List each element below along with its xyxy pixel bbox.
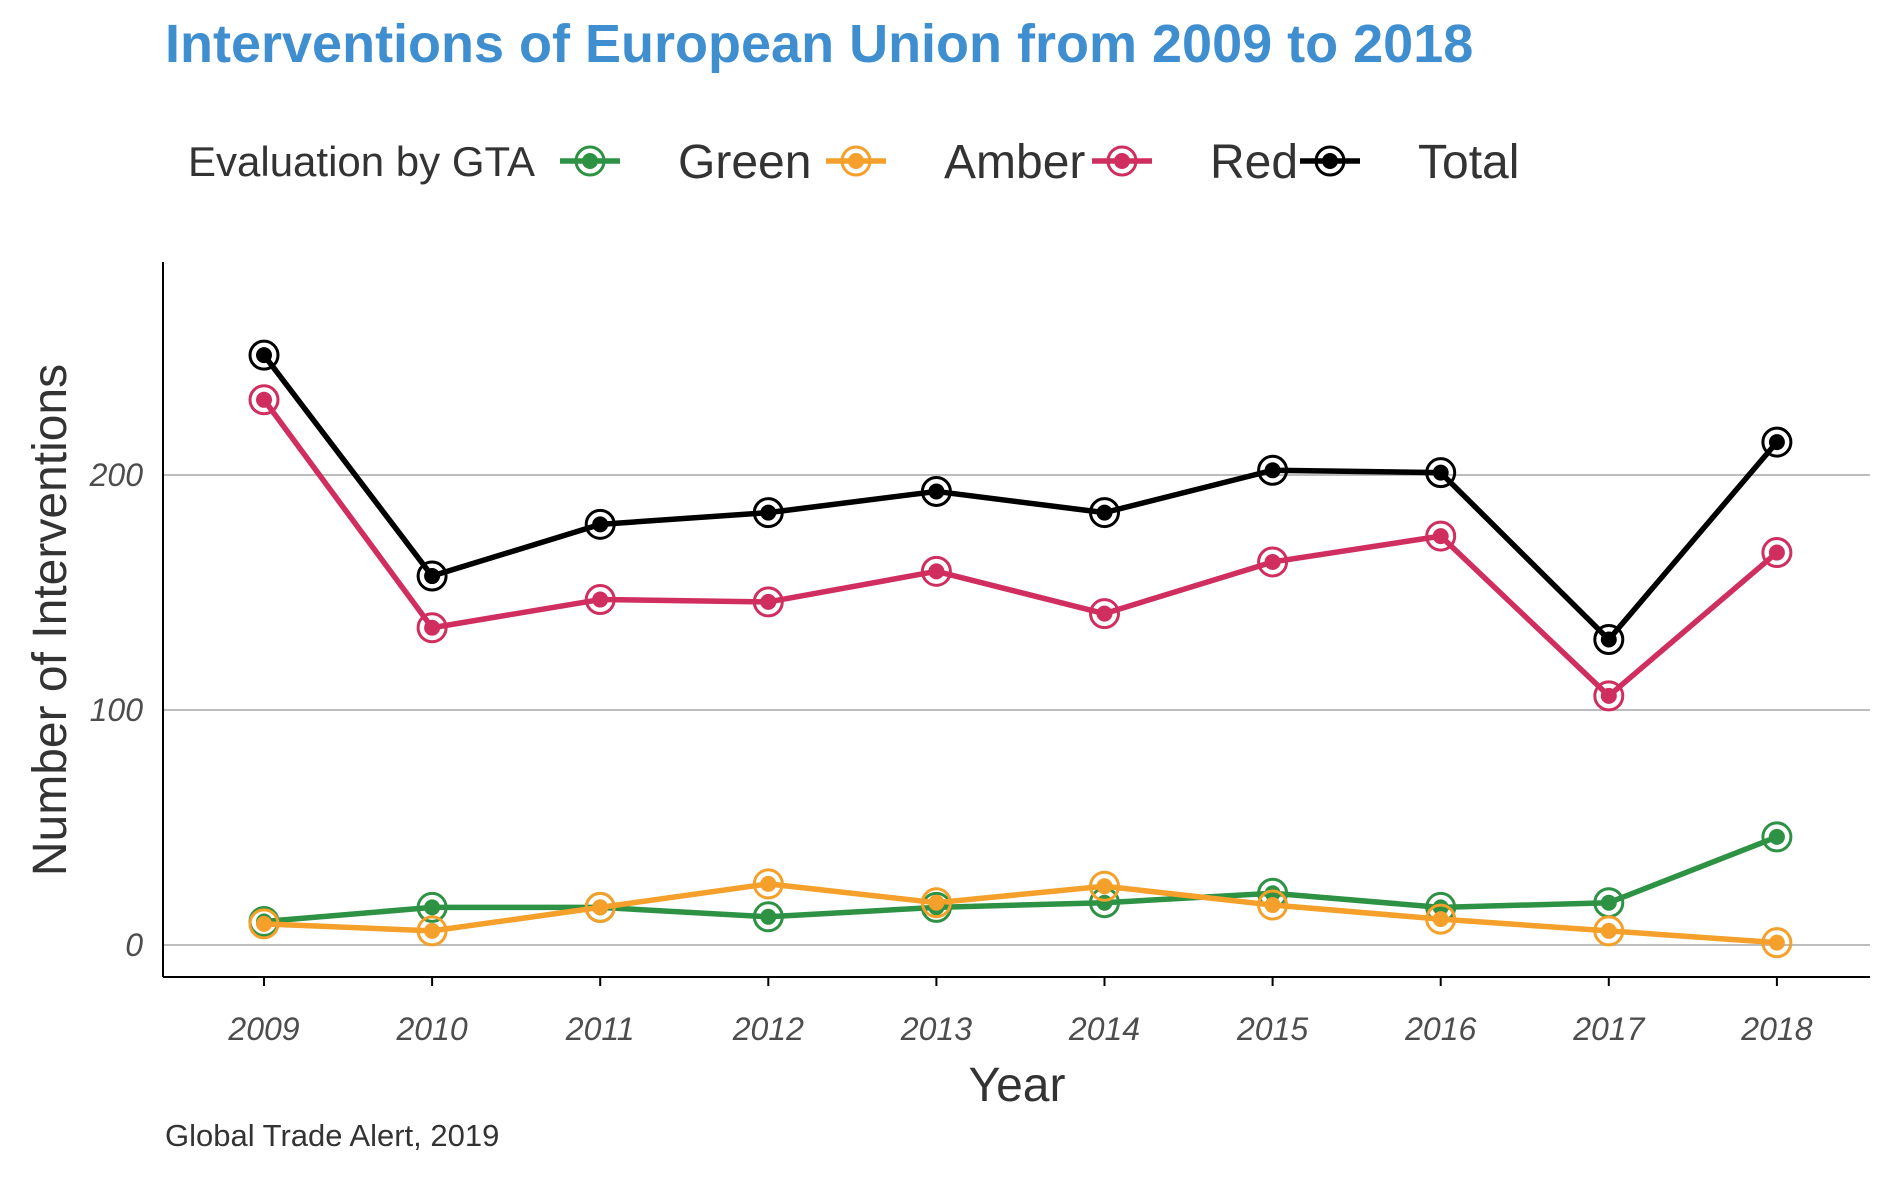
data-point-red xyxy=(248,384,280,416)
data-point-red xyxy=(752,586,784,618)
gridlines xyxy=(163,474,1870,946)
legend-key-marker xyxy=(1106,145,1138,177)
legend-key-marker xyxy=(1314,145,1346,177)
series-line-total xyxy=(261,353,1779,643)
data-point-total xyxy=(1761,426,1793,458)
y-tick-label: 200 xyxy=(89,457,144,493)
data-point-green xyxy=(416,891,448,923)
data-point-red xyxy=(1425,520,1457,552)
x-tick-label: 2009 xyxy=(227,1011,299,1047)
data-point-total xyxy=(1089,497,1120,529)
legend: Evaluation by GTA Green Amber Red Total xyxy=(188,136,1519,189)
chart-title: Interventions of European Union from 200… xyxy=(165,14,1473,74)
data-point-red xyxy=(1593,680,1625,712)
legend-label-red: Red xyxy=(1210,136,1298,189)
data-point-red xyxy=(1761,537,1793,569)
y-tick-label: 0 xyxy=(125,927,143,963)
legend-item-amber: Amber xyxy=(826,136,1085,189)
x-tick-label: 2018 xyxy=(1740,1011,1812,1047)
series-amber xyxy=(248,868,1793,959)
data-point-green xyxy=(752,901,784,933)
legend-label-total: Total xyxy=(1418,136,1519,189)
legend-item-red: Red xyxy=(1092,136,1298,189)
data-point-amber xyxy=(1593,915,1625,947)
data-point-amber xyxy=(1425,903,1457,935)
legend-items: Green Amber Red Total xyxy=(560,136,1519,189)
legend-label-amber: Amber xyxy=(944,136,1085,189)
data-point-amber xyxy=(1257,889,1289,921)
x-tick-label: 2013 xyxy=(900,1011,972,1047)
legend-key-marker xyxy=(840,145,872,177)
legend-key-marker xyxy=(574,145,606,177)
data-point-red xyxy=(584,584,616,616)
x-axis-ticks: 2009 2010 2011 2012 2013 2014 2015 2016 2017 2018 xyxy=(227,977,1813,1047)
series-line-amber xyxy=(263,881,1778,946)
data-point-amber xyxy=(1761,927,1793,959)
data-point-total xyxy=(248,339,280,371)
y-tick-label: 100 xyxy=(90,692,144,728)
data-point-total xyxy=(1425,457,1457,489)
chart-caption: Global Trade Alert, 2019 xyxy=(165,1118,499,1153)
series-total xyxy=(248,339,1793,655)
data-point-total xyxy=(1593,624,1625,655)
data-point-total xyxy=(752,497,784,529)
y-axis-ticks: 0 100 200 xyxy=(89,457,144,963)
data-point-amber xyxy=(584,891,616,923)
series-layer xyxy=(248,339,1793,959)
data-point-red xyxy=(1089,598,1120,630)
axes xyxy=(162,262,1870,978)
series-line-green xyxy=(263,834,1778,925)
series-red xyxy=(248,384,1793,712)
series-green xyxy=(248,821,1793,937)
data-point-amber xyxy=(1089,870,1120,902)
data-point-red xyxy=(1257,546,1289,578)
data-point-red xyxy=(416,612,448,644)
data-point-amber xyxy=(248,908,280,940)
data-point-green xyxy=(1761,821,1793,853)
legend-title: Evaluation by GTA xyxy=(188,138,535,185)
data-point-total xyxy=(920,475,952,507)
data-point-total xyxy=(1257,454,1289,486)
data-point-amber xyxy=(416,915,448,947)
data-point-amber xyxy=(920,887,952,919)
series-line-red xyxy=(261,398,1779,699)
x-axis-title: Year xyxy=(969,1059,1066,1112)
data-point-total xyxy=(584,508,616,540)
x-tick-label: 2010 xyxy=(396,1011,468,1047)
legend-item-green: Green xyxy=(560,136,811,189)
data-point-total xyxy=(416,560,448,592)
x-tick-label: 2015 xyxy=(1236,1011,1308,1047)
x-tick-label: 2011 xyxy=(565,1011,635,1047)
x-tick-label: 2016 xyxy=(1404,1011,1476,1047)
y-axis-title: Number of Interventions xyxy=(24,364,77,876)
data-point-red xyxy=(920,555,952,587)
legend-item-total: Total xyxy=(1300,136,1519,189)
legend-label-green: Green xyxy=(678,136,811,189)
x-tick-label: 2012 xyxy=(732,1011,804,1047)
x-tick-label: 2017 xyxy=(1572,1011,1645,1047)
data-point-amber xyxy=(752,868,784,900)
x-tick-label: 2014 xyxy=(1068,1011,1140,1047)
